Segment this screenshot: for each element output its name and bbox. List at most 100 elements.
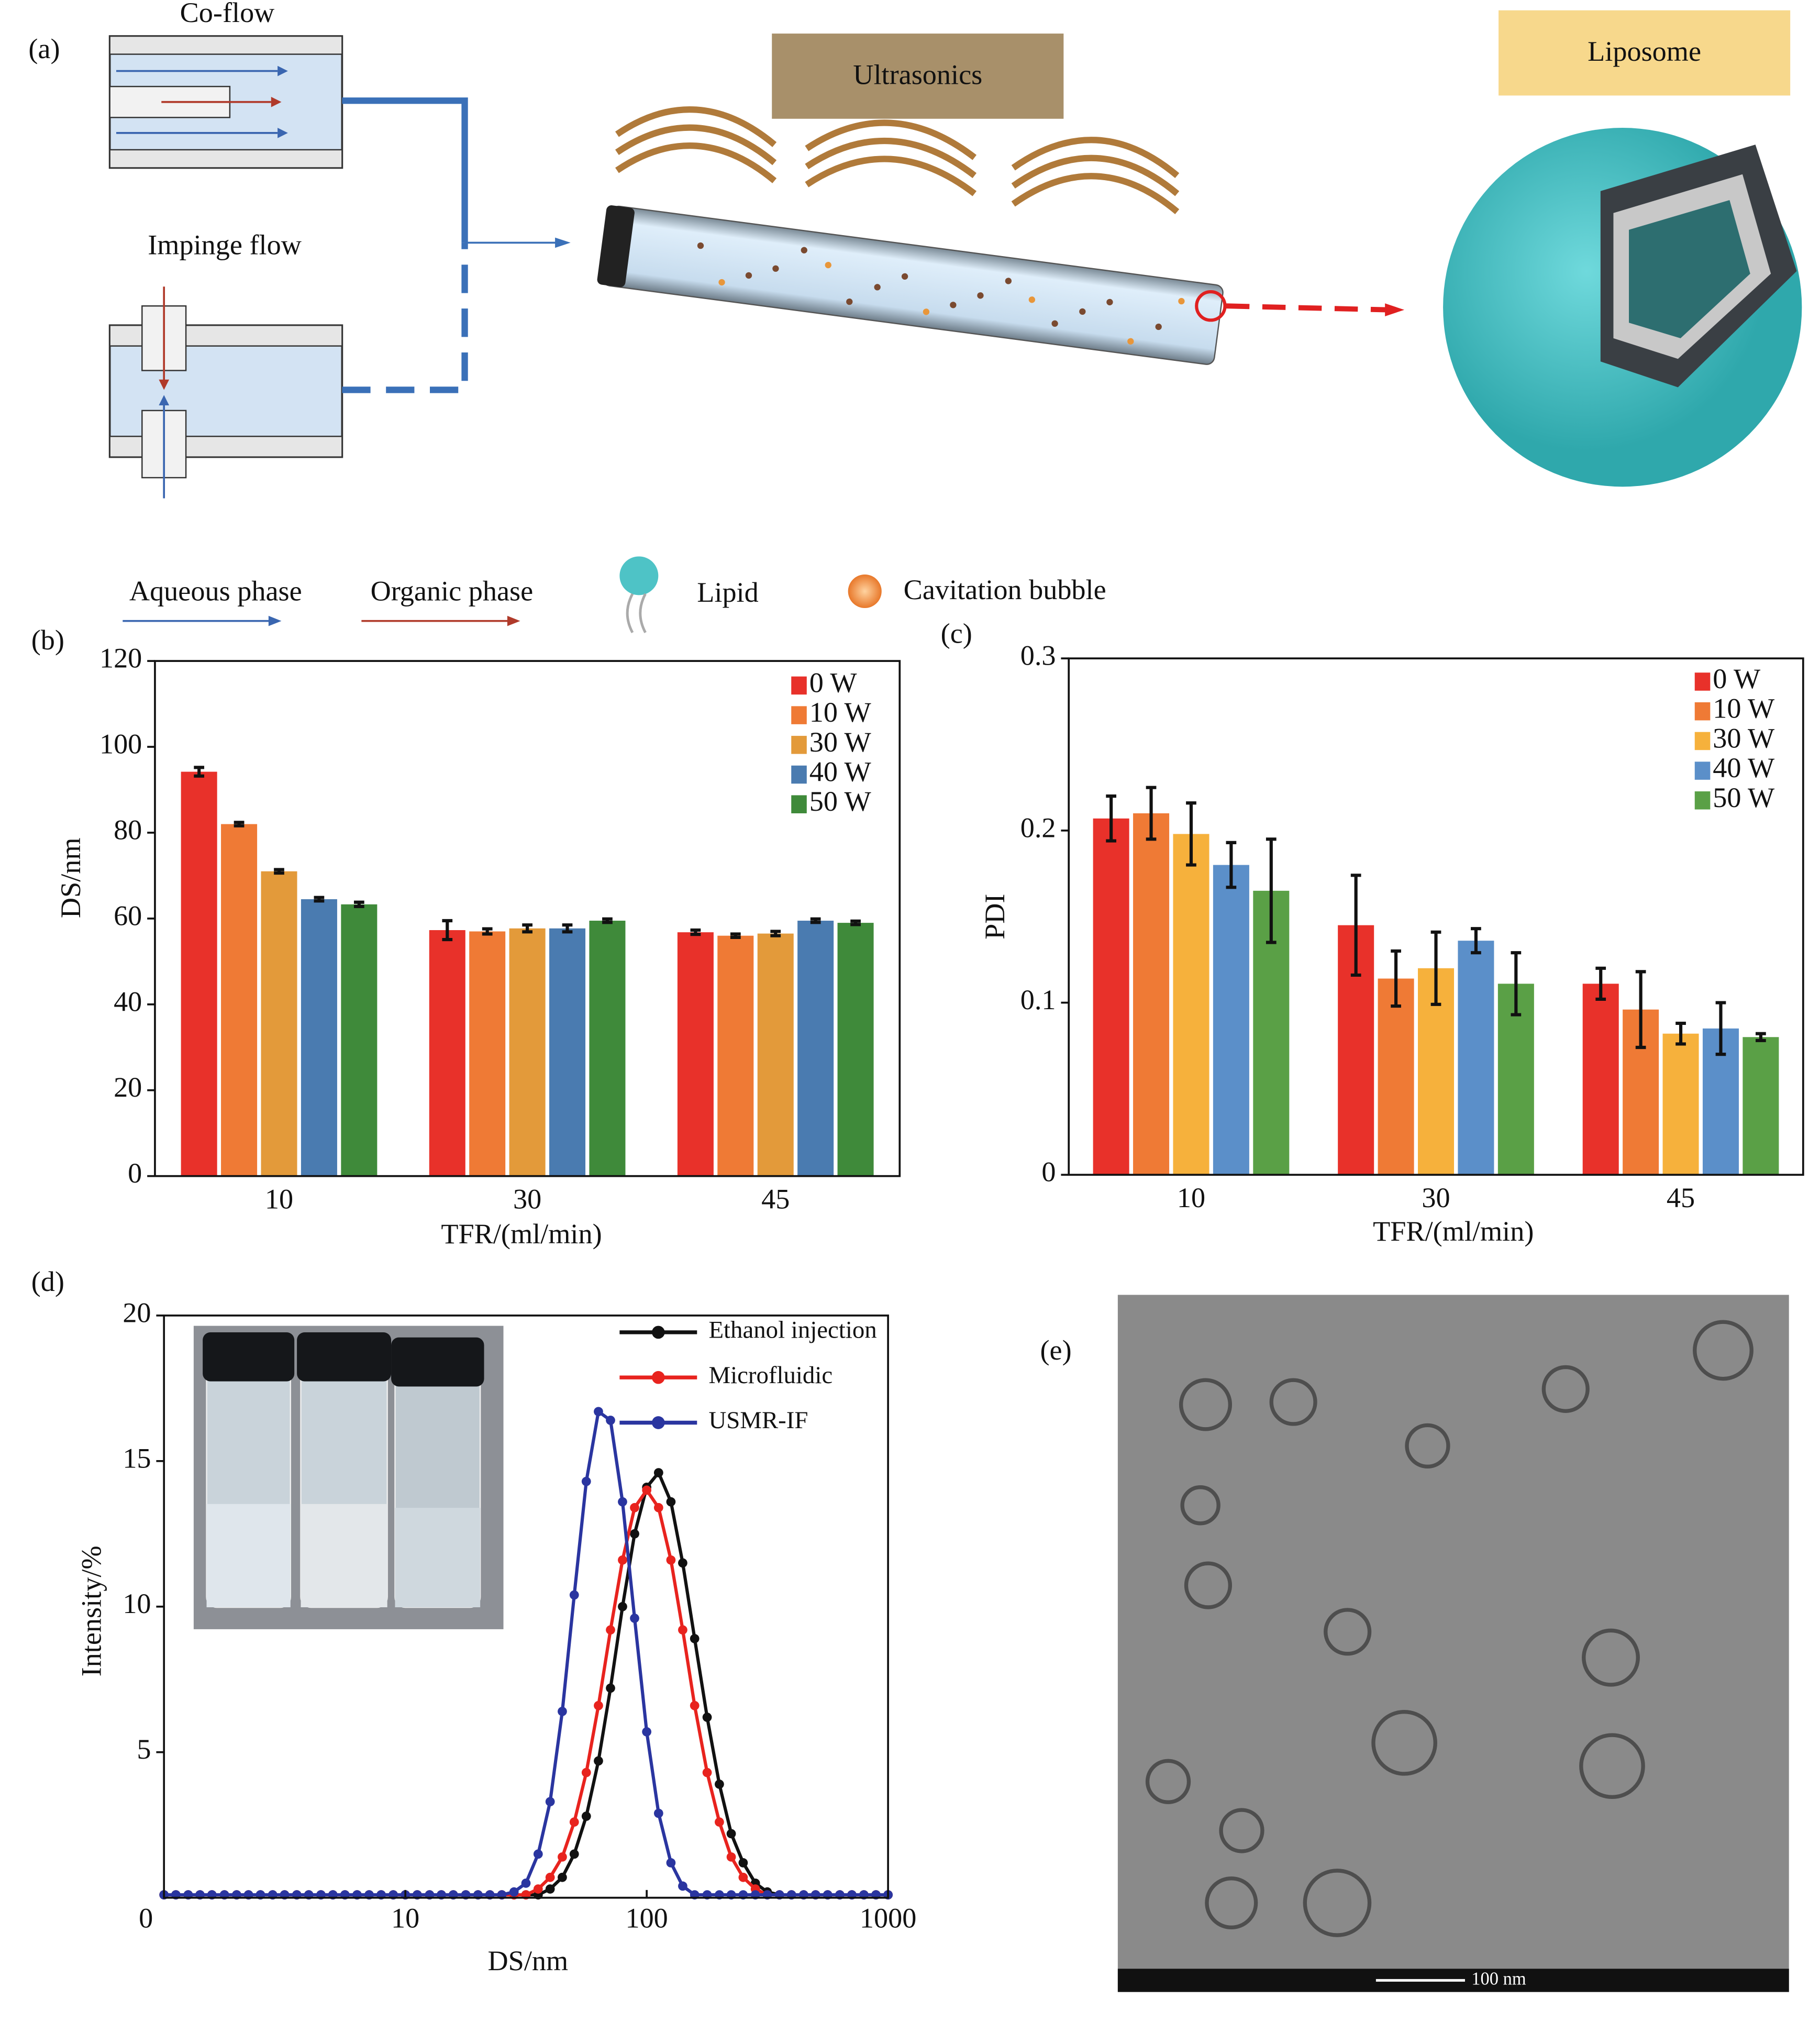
y-axis-label: PDI — [979, 894, 1011, 940]
liposome — [1443, 128, 1802, 487]
series-marker — [630, 1529, 639, 1539]
error-bar — [1186, 801, 1196, 867]
series-marker — [618, 1555, 627, 1565]
error-bar — [850, 919, 861, 926]
series-marker — [618, 1602, 627, 1611]
legend-organic: Organic phase — [371, 575, 534, 606]
y-axis-label: DS/nm — [55, 837, 86, 918]
series-marker — [690, 1634, 700, 1643]
bar — [469, 931, 506, 1176]
series-marker — [653, 1808, 663, 1818]
panel-label: (e) — [1040, 1334, 1071, 1366]
panel-label: (d) — [31, 1266, 64, 1297]
bar — [181, 771, 217, 1176]
legend-swatch — [1694, 732, 1711, 750]
legend-marker — [651, 1326, 665, 1339]
x-axis-label: TFR/(ml/min) — [1373, 1216, 1534, 1247]
bar — [429, 930, 465, 1176]
series-marker — [569, 1817, 579, 1827]
bar — [677, 932, 714, 1176]
series-marker — [521, 1878, 531, 1888]
series-marker — [606, 1625, 615, 1635]
series-marker — [545, 1797, 555, 1807]
legend-swatch — [1694, 761, 1711, 780]
series-marker — [581, 1476, 591, 1486]
error-bar — [690, 928, 701, 936]
panel-label: (a) — [28, 33, 60, 64]
legend-swatch — [791, 765, 807, 784]
error-bar — [1595, 966, 1606, 1001]
scale-bar-label: 100 nm — [1471, 1969, 1526, 1989]
liposome-box — [1499, 10, 1791, 96]
y-tick-label: 20 — [114, 1072, 142, 1103]
x-axis-label: TFR/(ml/min) — [441, 1218, 602, 1250]
y-tick-label: 120 — [99, 643, 142, 674]
error-bar — [1266, 837, 1277, 944]
red-arrow — [1226, 303, 1405, 316]
legend-label: 0 W — [1713, 663, 1761, 694]
plot-frame — [163, 1315, 889, 1899]
y-tick-label: 0.1 — [1020, 984, 1056, 1015]
series-marker — [678, 1881, 687, 1891]
legend-label: 10 W — [1713, 693, 1775, 724]
bar — [509, 928, 546, 1176]
error-bar — [810, 917, 821, 924]
coflow-label: Co-flow — [180, 0, 275, 28]
series-marker — [558, 1707, 567, 1716]
legend-swatch — [1694, 702, 1711, 721]
legend-label: Microfluidic — [708, 1362, 833, 1389]
legend-swatch — [1694, 672, 1711, 691]
error-bar — [1756, 1032, 1766, 1042]
series-marker — [642, 1727, 652, 1737]
series-marker — [678, 1558, 687, 1568]
bar — [717, 935, 754, 1176]
bar — [1093, 818, 1129, 1175]
series-marker — [594, 1756, 603, 1766]
series-marker — [581, 1768, 591, 1777]
series-marker — [715, 1779, 724, 1789]
error-bar — [1391, 949, 1401, 1008]
diagram-legend — [123, 556, 882, 634]
error-bar — [274, 868, 284, 875]
y-tick-label: 0.3 — [1020, 640, 1056, 671]
series-marker — [690, 1700, 700, 1710]
legend-label: 0 W — [809, 667, 858, 698]
sound-waves — [615, 106, 1180, 214]
y-axis-label: Intensity/% — [76, 1545, 107, 1676]
legend-swatch — [791, 706, 807, 724]
series-marker — [509, 1887, 519, 1897]
error-bar — [1146, 786, 1157, 841]
error-bar — [1226, 841, 1237, 889]
series-marker — [678, 1625, 687, 1635]
legend-swatch — [791, 795, 807, 813]
bar — [261, 871, 297, 1176]
x-tick-label: 30 — [1422, 1182, 1450, 1213]
series-marker — [533, 1849, 543, 1859]
coflow-device — [108, 35, 343, 169]
error-bar — [482, 927, 493, 936]
x-tick-label: 30 — [513, 1183, 541, 1214]
legend-marker — [651, 1416, 665, 1429]
series-marker — [558, 1852, 567, 1862]
error-bar — [314, 896, 325, 903]
series-marker — [642, 1485, 652, 1495]
series-marker — [606, 1683, 615, 1693]
y-tick-label: 15 — [123, 1442, 151, 1474]
error-bar — [1635, 970, 1646, 1050]
panel-label: (c) — [941, 618, 972, 649]
bar — [1582, 984, 1619, 1175]
series-marker — [545, 1872, 555, 1882]
bar — [1743, 1037, 1779, 1175]
series-marker — [738, 1858, 748, 1868]
series-marker — [618, 1497, 627, 1507]
legend-label: 10 W — [809, 697, 872, 728]
error-bar — [562, 923, 573, 934]
bar — [837, 923, 874, 1176]
series-marker — [581, 1812, 591, 1821]
ultrasonics-label: Ultrasonics — [853, 59, 982, 90]
y-tick-label: 0 — [1041, 1156, 1056, 1188]
ultrasonics-box — [772, 34, 1064, 119]
vial-photo — [193, 1326, 504, 1629]
